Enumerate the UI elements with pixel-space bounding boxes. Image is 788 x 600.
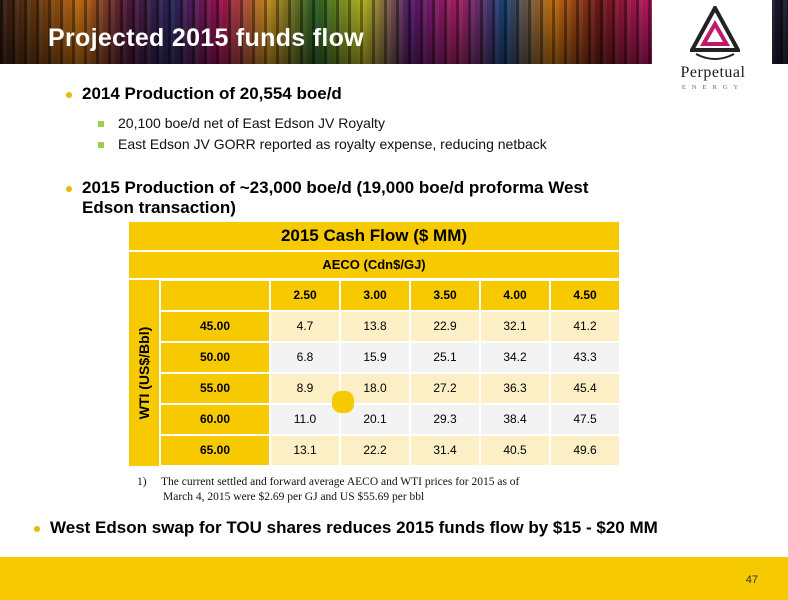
table-cell: 49.6 (551, 436, 619, 465)
page-title: Projected 2015 funds flow (48, 24, 364, 52)
footer-bar (0, 557, 788, 600)
footnote-line1: 1) The current settled and forward averag… (137, 476, 520, 488)
table-title: 2015 Cash Flow ($ MM) (129, 222, 619, 250)
table-row-label: 50.00 (161, 343, 269, 372)
bullet-2015-production: 2015 Production of ~23,000 boe/d (19,000… (66, 178, 589, 198)
square-bullet-icon (98, 142, 104, 149)
table-cell: 41.2 (551, 312, 619, 341)
table-cell: 20.1 (341, 405, 409, 434)
table-cell: 4.7 (271, 312, 339, 341)
highlight-marker (332, 391, 354, 413)
bullet-2014-production: 2014 Production of 20,554 boe/d (66, 84, 342, 104)
table-col-header: 3.00 (341, 281, 409, 310)
sub-bullet-gorr: East Edson JV GORR reported as royalty e… (98, 136, 547, 152)
bullet-west-edson-swap: West Edson swap for TOU shares reduces 2… (34, 518, 658, 538)
table-cell: 31.4 (411, 436, 479, 465)
table-cell: 36.3 (481, 374, 549, 403)
table-col-header: 2.50 (271, 281, 339, 310)
table-row-label: 45.00 (161, 312, 269, 341)
table-cell: 11.0 (271, 405, 339, 434)
table-cell: 13.1 (271, 436, 339, 465)
table-col-header: 3.50 (411, 281, 479, 310)
footnote-line2: March 4, 2015 were $2.69 per GJ and US $… (163, 491, 425, 503)
table-corner-cell (161, 281, 269, 310)
table-cell: 22.9 (411, 312, 479, 341)
table-cell: 45.4 (551, 374, 619, 403)
table-cell: 34.2 (481, 343, 549, 372)
sub-bullet-net-royalty: 20,100 boe/d net of East Edson JV Royalt… (98, 115, 385, 131)
table-cell: 25.1 (411, 343, 479, 372)
table-cell: 8.9 (271, 374, 339, 403)
square-bullet-icon (98, 121, 104, 128)
table-cell: 43.3 (551, 343, 619, 372)
logo-name: Perpetual (680, 64, 746, 81)
table-cell: 38.4 (481, 405, 549, 434)
table-cell: 29.3 (411, 405, 479, 434)
table-cell: 13.8 (341, 312, 409, 341)
table-cell: 6.8 (271, 343, 339, 372)
table-col-header: 4.50 (551, 281, 619, 310)
bullet-dot-icon (34, 525, 40, 532)
table-cell: 40.5 (481, 436, 549, 465)
bullet-dot-icon (66, 185, 72, 192)
table-cell: 15.9 (341, 343, 409, 372)
table-row-group-label: WTI (US$/Bbl) (136, 326, 152, 420)
table-cell: 22.2 (341, 436, 409, 465)
page-number: 47 (745, 574, 758, 586)
table-cell: 27.2 (411, 374, 479, 403)
footnote-number: 1) (137, 476, 147, 488)
table-col-header: 4.00 (481, 281, 549, 310)
table-column-group: AECO (Cdn$/GJ) (129, 252, 619, 278)
table-cell: 32.1 (481, 312, 549, 341)
bullet-dot-icon (66, 91, 72, 98)
table-row-label: 60.00 (161, 405, 269, 434)
table-row-label: 55.00 (161, 374, 269, 403)
bullet-2015-production-line2: Edson transaction) (82, 198, 236, 217)
table-row-group-cell (129, 280, 159, 466)
table-cell: 47.5 (551, 405, 619, 434)
logo-subtitle: ENERGY (681, 84, 745, 91)
perpetual-logo-icon (690, 6, 740, 60)
table-row-label: 65.00 (161, 436, 269, 465)
